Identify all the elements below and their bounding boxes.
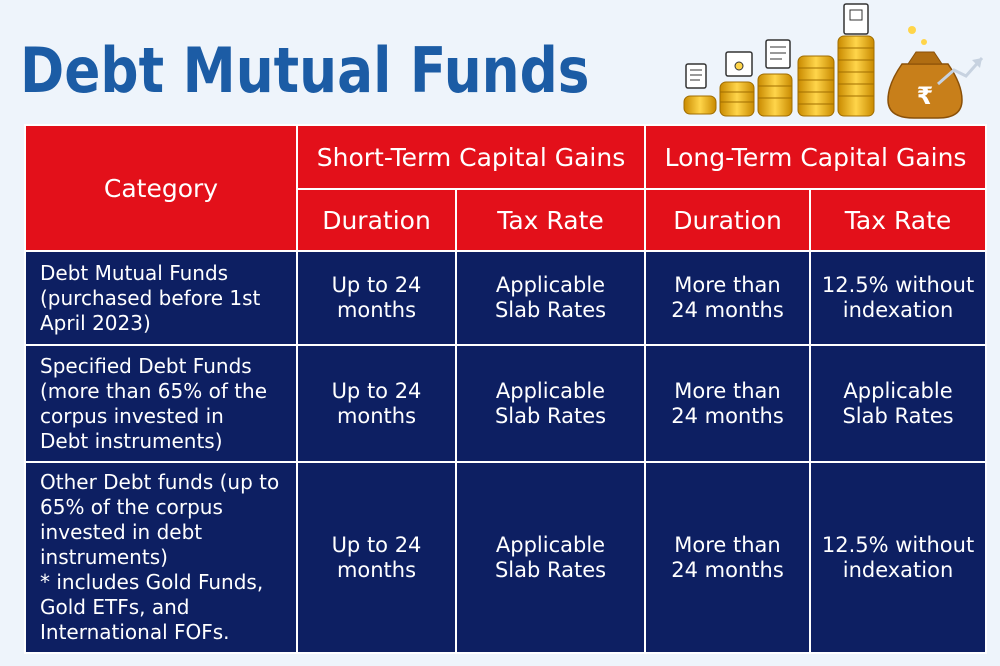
growth-arrow-icon (937, 57, 984, 86)
finance-illustration: ₹ (683, 3, 984, 119)
page-title: Debt Mutual Funds (20, 34, 590, 107)
stcg-tax-cell: Applicable Slab Rates (454, 461, 647, 654)
ltcg-header: Long-Term Capital Gains (644, 124, 988, 190)
document-icon (685, 63, 707, 89)
table-row: Specified Debt Funds (more than 65% of th… (24, 344, 988, 463)
category-cell: Debt Mutual Funds (purchased before 1st Ap… (24, 250, 298, 346)
stcg-duration-cell: Up to 24 months (296, 461, 457, 654)
category-cell: Other Debt funds (up to 65% of the corpus… (24, 461, 298, 654)
ltcg-duration-cell: More than 24 months (644, 250, 812, 346)
category-header: Category (24, 124, 298, 252)
stcg-duration-header: Duration (296, 188, 457, 252)
stcg-duration-cell: Up to 24 months (296, 344, 457, 463)
svg-text:₹: ₹ (917, 82, 934, 110)
ltcg-duration-header: Duration (644, 188, 812, 252)
ltcg-duration-cell: More than 24 months (644, 461, 812, 654)
ltcg-tax-cell: Applicable Slab Rates (809, 344, 988, 463)
stcg-header: Short-Term Capital Gains (295, 124, 647, 190)
ltcg-tax-header: Tax Rate (809, 188, 988, 252)
stcg-tax-cell: Applicable Slab Rates (454, 250, 647, 346)
ltcg-tax-cell: 12.5% without indexation (809, 461, 988, 654)
table-row: Other Debt funds (up to 65% of the corpus… (24, 461, 988, 654)
stcg-duration-cell: Up to 24 months (296, 250, 457, 346)
certificate-icon (725, 51, 753, 77)
ltcg-tax-cell: 12.5% without indexation (809, 250, 988, 346)
stcg-tax-header: Tax Rate (454, 188, 647, 252)
ltcg-duration-cell: More than 24 months (644, 344, 812, 463)
building-document-icon (843, 3, 869, 35)
table-row: Debt Mutual Funds (purchased before 1st Ap… (24, 250, 988, 346)
category-cell: Specified Debt Funds (more than 65% of th… (24, 344, 298, 463)
receipt-icon (765, 39, 791, 69)
coin-stacks-icon (683, 35, 875, 117)
stcg-tax-cell: Applicable Slab Rates (454, 344, 647, 463)
tax-table: Category Short-Term Capital Gains Long-T… (24, 124, 988, 654)
